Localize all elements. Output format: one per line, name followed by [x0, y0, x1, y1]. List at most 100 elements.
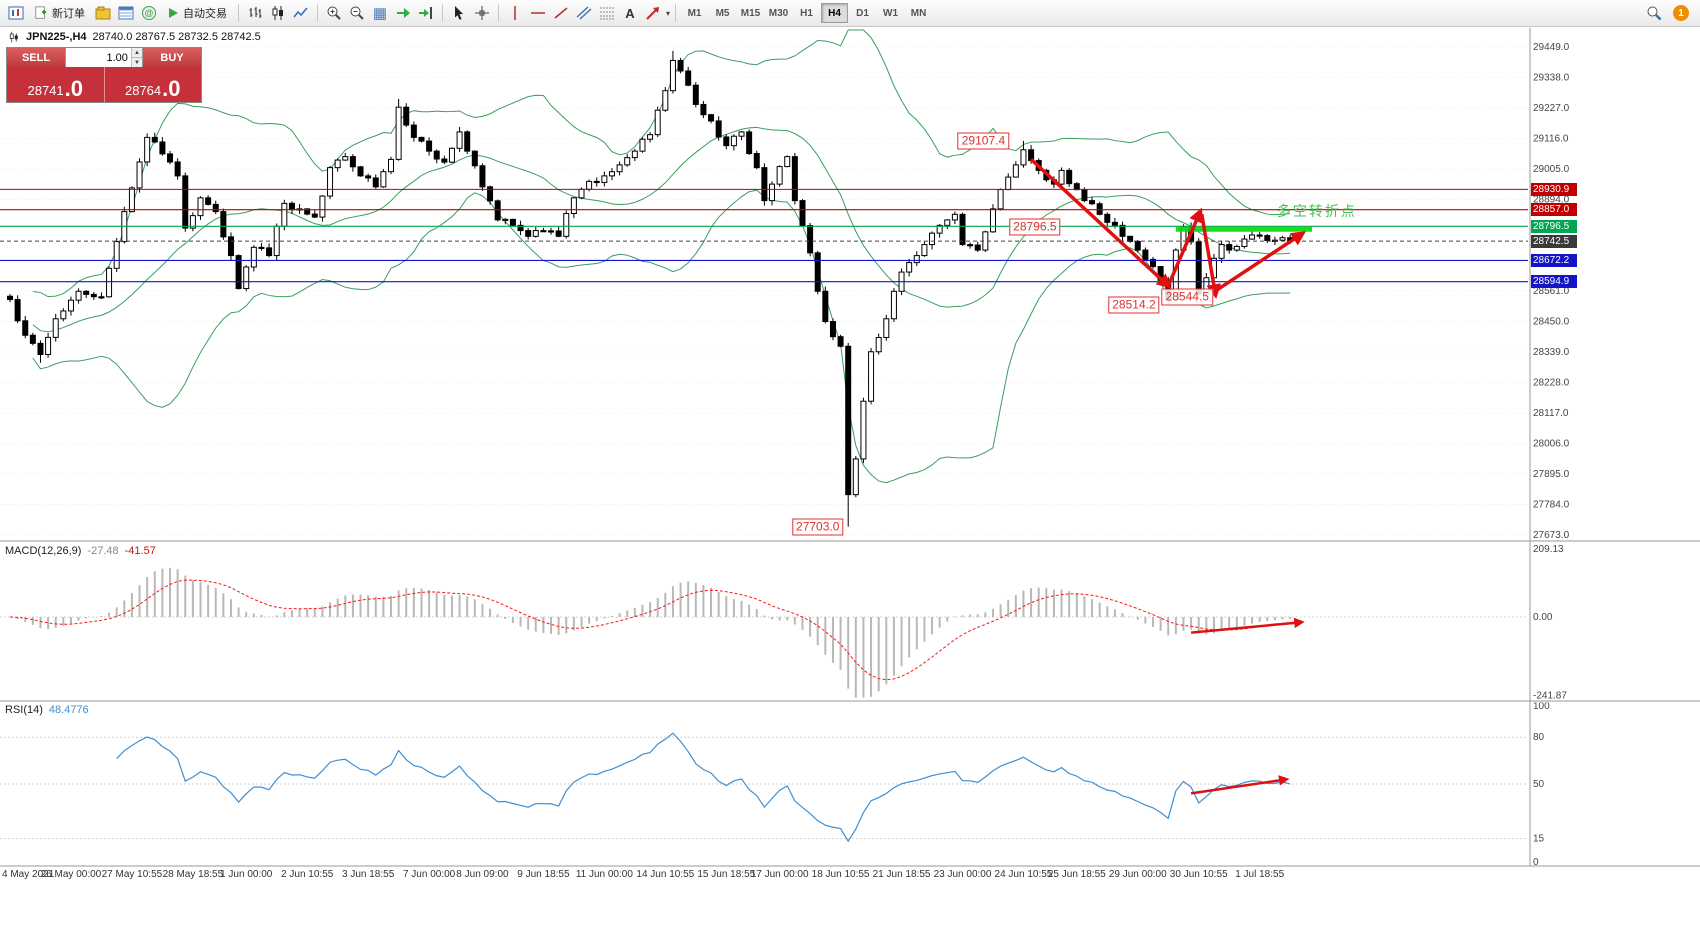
svg-text:1 Jun 00:00: 1 Jun 00:00: [220, 869, 273, 880]
community-icon[interactable]: @: [138, 2, 160, 24]
line-chart-mode-icon[interactable]: [290, 2, 312, 24]
macd-signal-value: -41.57: [124, 545, 156, 557]
svg-text:209.13: 209.13: [1533, 544, 1564, 555]
svg-text:23 Jun 00:00: 23 Jun 00:00: [934, 869, 992, 880]
price-annotation[interactable]: 29107.4: [957, 132, 1010, 150]
timeframe-d1-button[interactable]: D1: [856, 7, 869, 19]
zoom-in-icon[interactable]: [323, 2, 345, 24]
main-toolbar: 新订单 @ 自动交易 ▦: [0, 0, 1700, 27]
fibonacci-tool-icon[interactable]: [596, 2, 618, 24]
notification-badge[interactable]: 1: [1673, 5, 1689, 21]
tile-windows-icon[interactable]: ▦: [372, 5, 388, 22]
timeframe-mn-button[interactable]: MN: [910, 7, 927, 19]
market-watch-icon[interactable]: [115, 2, 137, 24]
chart-title-bar: JPN225-,H4 28740.0 28767.5 28732.5 28742…: [8, 31, 261, 43]
svg-text:26 May 00:00: 26 May 00:00: [41, 869, 102, 880]
svg-text:1 Jul 18:55: 1 Jul 18:55: [1235, 869, 1284, 880]
new-order-button[interactable]: 新订单: [28, 2, 91, 24]
bar-chart-mode-icon[interactable]: [244, 2, 266, 24]
auto-trading-label: 自动交易: [183, 8, 227, 20]
svg-text:3 Jun 18:55: 3 Jun 18:55: [342, 869, 395, 880]
svg-text:24 Jun 10:55: 24 Jun 10:55: [995, 869, 1053, 880]
timeframe-h4-button[interactable]: H4: [821, 3, 849, 23]
volume-spinner: ▲ ▼: [130, 48, 142, 67]
svg-text:7 Jun 00:00: 7 Jun 00:00: [403, 869, 456, 880]
auto-scroll-icon[interactable]: [392, 2, 414, 24]
svg-text:28450.0: 28450.0: [1533, 317, 1570, 328]
svg-text:29005.0: 29005.0: [1533, 164, 1570, 175]
svg-text:18 Jun 10:55: 18 Jun 10:55: [812, 869, 870, 880]
svg-text:28228.0: 28228.0: [1533, 378, 1570, 389]
price-annotation[interactable]: 27703.0: [792, 518, 844, 536]
bollinger-bands: [32, 29, 1291, 484]
trendline-tool-icon[interactable]: [550, 2, 572, 24]
vertical-line-tool-icon[interactable]: [504, 2, 526, 24]
timeframe-m30-button[interactable]: M30: [768, 7, 789, 19]
search-icon[interactable]: [1643, 2, 1665, 24]
svg-text:28894.0: 28894.0: [1533, 195, 1570, 206]
price-annotation[interactable]: 28796.5: [1009, 218, 1061, 236]
volume-down-icon[interactable]: ▼: [131, 58, 142, 67]
candlestick-mode-icon[interactable]: [267, 2, 289, 24]
shapes-dropdown-icon[interactable]: ▾: [666, 8, 671, 18]
new-order-icon: [35, 6, 47, 19]
chart-shift-icon[interactable]: [415, 2, 437, 24]
timeframe-m5-button[interactable]: M5: [715, 7, 730, 19]
svg-text:29449.0: 29449.0: [1533, 42, 1570, 53]
sell-button[interactable]: SELL: [7, 48, 65, 67]
buy-button[interactable]: BUY: [143, 48, 201, 67]
svg-text:28783.0: 28783.0: [1533, 225, 1570, 236]
svg-text:28 May 18:55: 28 May 18:55: [163, 869, 224, 880]
svg-text:-241.87: -241.87: [1533, 691, 1567, 702]
svg-text:17 Jun 00:00: 17 Jun 00:00: [751, 869, 809, 880]
rsi-line: [116, 732, 1291, 843]
auto-trading-play-icon: [169, 8, 178, 18]
arrows-tool-icon[interactable]: [642, 2, 664, 24]
svg-text:25 Jun 18:55: 25 Jun 18:55: [1048, 869, 1106, 880]
profiles-icon[interactable]: [92, 2, 114, 24]
crosshair-icon[interactable]: [471, 2, 493, 24]
svg-text:28117.0: 28117.0: [1533, 408, 1569, 419]
svg-text:27895.0: 27895.0: [1533, 469, 1570, 480]
timeframe-h1-button[interactable]: H1: [800, 7, 813, 19]
svg-text:15 Jun 18:55: 15 Jun 18:55: [697, 869, 755, 880]
svg-text:15: 15: [1533, 834, 1545, 845]
svg-text:0: 0: [1533, 857, 1539, 868]
svg-text:0.00: 0.00: [1533, 612, 1553, 623]
macd-indicator-label: MACD(12,26,9) -27.48 -41.57: [5, 545, 156, 557]
toolbar-separator: [675, 4, 677, 22]
svg-text:27673.0: 27673.0: [1533, 530, 1570, 541]
channel-tool-icon[interactable]: [573, 2, 595, 24]
cursor-icon[interactable]: [448, 2, 470, 24]
timeframe-m15-button[interactable]: M15: [740, 7, 761, 19]
svg-text:9 Jun 18:55: 9 Jun 18:55: [517, 869, 570, 880]
buy-price[interactable]: 28764 .0: [104, 67, 201, 102]
svg-text:@: @: [144, 8, 153, 18]
svg-text:14 Jun 10:55: 14 Jun 10:55: [636, 869, 694, 880]
toolbar-separator: [498, 4, 499, 22]
toolbar-separator: [317, 4, 318, 22]
zoom-out-icon[interactable]: [346, 2, 368, 24]
auto-trading-button[interactable]: 自动交易: [161, 2, 233, 24]
trend-arrows: [1029, 158, 1307, 795]
macd-name: MACD(12,26,9): [5, 545, 82, 557]
volume-up-icon[interactable]: ▲: [131, 48, 142, 58]
volume-input[interactable]: [66, 48, 131, 67]
timeframe-w1-button[interactable]: W1: [883, 7, 899, 19]
new-order-label: 新订单: [52, 8, 85, 20]
rsi-indicator-label: RSI(14) 48.4776: [5, 704, 89, 716]
app-chart-icon[interactable]: [5, 2, 27, 24]
svg-text:29338.0: 29338.0: [1533, 73, 1570, 84]
text-tool-icon[interactable]: A: [625, 5, 635, 21]
horizontal-line-tool-icon[interactable]: [527, 2, 549, 24]
svg-text:21 Jun 18:55: 21 Jun 18:55: [873, 869, 931, 880]
svg-text:27784.0: 27784.0: [1533, 500, 1570, 511]
buy-price-frac: .0: [162, 76, 181, 101]
svg-text:2 Jun 10:55: 2 Jun 10:55: [281, 869, 334, 880]
timeframe-m1-button[interactable]: M1: [687, 7, 702, 19]
svg-text:29 Jun 00:00: 29 Jun 00:00: [1109, 869, 1167, 880]
price-annotation[interactable]: 28544.5: [1161, 288, 1213, 306]
price-annotation[interactable]: 28514.2: [1108, 296, 1160, 314]
sell-price[interactable]: 28741 .0: [7, 67, 105, 102]
